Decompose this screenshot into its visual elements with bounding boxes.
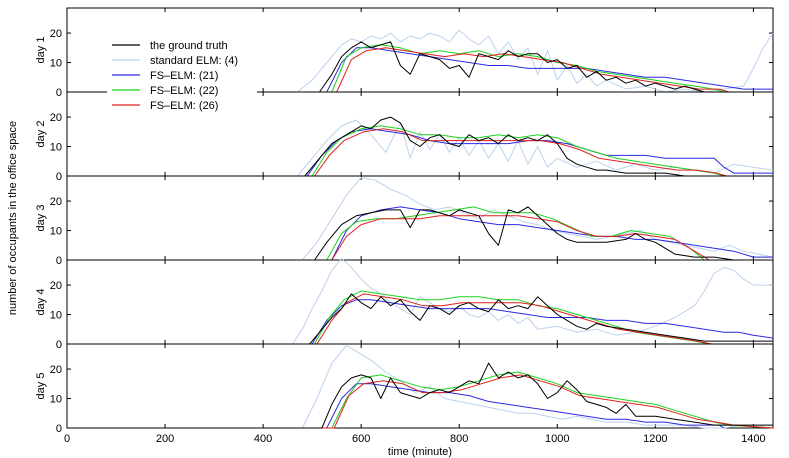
x-tick-label: 400 — [254, 433, 272, 445]
y-tick-label: 20 — [50, 196, 62, 208]
y-tick-label: 10 — [50, 58, 62, 70]
panel-label: day 1 — [35, 37, 47, 64]
x-tick-label: 600 — [352, 433, 370, 445]
legend-label: standard ELM: (4) — [150, 55, 238, 67]
legend-label: FS–ELM: (26) — [150, 100, 218, 112]
series-line-fs-elm-21 — [67, 299, 774, 345]
y-axis-label: number of occupants in the office space — [7, 121, 19, 315]
x-tick-label: 1200 — [643, 433, 667, 445]
series-line-fs-elm-22 — [67, 125, 725, 177]
y-tick-label: 0 — [56, 87, 62, 99]
x-axis: 0 200 400 600 800 1000 1200 1400 — [64, 433, 766, 445]
y-tick-label: 10 — [50, 142, 62, 154]
panel-label: day 3 — [35, 205, 47, 232]
series-line-fs-elm-22 — [67, 206, 705, 261]
series-line-fs-elm-22 — [67, 290, 710, 345]
series-line-the-ground-truth — [67, 362, 773, 429]
y-tick-label: 0 — [56, 171, 62, 183]
x-tick-label: 200 — [156, 433, 174, 445]
series-line-standard-elm-4 — [67, 119, 774, 177]
series-line-standard-elm-4 — [67, 345, 773, 429]
x-tick-label: 800 — [450, 433, 468, 445]
y-tick-label: 10 — [50, 226, 62, 238]
y-tick-label: 10 — [50, 394, 62, 406]
y-tick-label: 0 — [56, 423, 62, 435]
series-line-fs-elm-21 — [67, 206, 773, 261]
legend-background — [107, 36, 257, 116]
series-line-fs-elm-26 — [67, 215, 710, 261]
panel-frame — [66, 175, 774, 261]
series-line-fs-elm-26 — [67, 47, 730, 93]
series-line-fs-elm-26 — [67, 128, 727, 177]
series-line-the-ground-truth — [67, 206, 773, 261]
legend-label: the ground truth — [150, 40, 228, 52]
panel-label: day 4 — [35, 289, 47, 316]
series-line-standard-elm-4 — [67, 258, 773, 345]
series-line-fs-elm-26 — [67, 374, 774, 429]
panel-label: day 2 — [35, 121, 47, 148]
legend: the ground truth standard ELM: (4) FS–ELM:… — [107, 36, 257, 116]
series-line-fs-elm-22 — [67, 44, 725, 93]
x-tick-label: 1400 — [741, 433, 765, 445]
y-tick-label: 20 — [50, 280, 62, 292]
y-tick-label: 0 — [56, 339, 62, 351]
x-tick-label: 0 — [64, 433, 70, 445]
series-line-the-ground-truth — [67, 293, 773, 345]
panel-frame — [66, 343, 774, 429]
panel-frame — [66, 259, 774, 345]
y-tick-label: 20 — [50, 112, 62, 124]
series-line-fs-elm-22 — [67, 371, 774, 429]
x-tick-label: 1000 — [545, 433, 569, 445]
x-axis-label: time (minute) — [388, 446, 452, 458]
legend-label: FS–ELM: (21) — [150, 70, 218, 82]
panel-label: day 5 — [35, 373, 47, 400]
series-line-the-ground-truth — [67, 116, 773, 177]
y-tick-label: 20 — [50, 28, 62, 40]
y-tick-label: 20 — [50, 364, 62, 376]
series-line-fs-elm-26 — [67, 293, 712, 345]
series-line-fs-elm-21 — [67, 383, 725, 429]
series-line-the-ground-truth — [67, 41, 773, 93]
legend-label: FS–ELM: (22) — [150, 85, 218, 97]
y-tick-label: 10 — [50, 310, 62, 322]
y-tick-label: 0 — [56, 255, 62, 267]
series-line-standard-elm-4 — [67, 177, 774, 261]
